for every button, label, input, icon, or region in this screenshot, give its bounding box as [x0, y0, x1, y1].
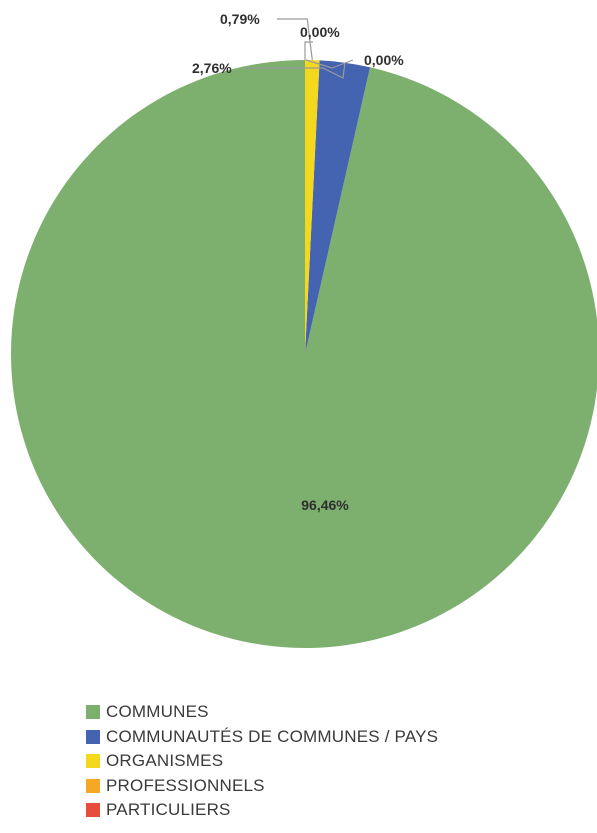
leader-line-particuliers: [305, 59, 354, 69]
legend: COMMUNES COMMUNAUTÉS DE COMMUNES / PAYS …: [86, 700, 438, 823]
legend-label-communautes: COMMUNAUTÉS DE COMMUNES / PAYS: [106, 726, 439, 746]
pie-slice-communautes-de-communes-pays: [305, 60, 371, 355]
slice-label-particuliers: 0,00%: [364, 52, 404, 68]
leader-lines: [244, 18, 354, 79]
legend-label-communes: COMMUNES: [106, 702, 209, 722]
leader-line-professionnels: [304, 41, 313, 60]
slice-labels: 96,46% 2,76% 0,79% 0,00% 0,00%: [192, 11, 404, 513]
leader-line-organismes: [277, 18, 313, 61]
slice-label-communes: 96,46%: [301, 497, 349, 513]
legend-swatch-professionnels: [86, 778, 100, 793]
legend-swatch-particuliers: [86, 803, 100, 818]
pie-chart: 96,46% 2,76% 0,79% 0,00% 0,00%: [11, 11, 597, 648]
legend-swatch-communes: [86, 705, 100, 720]
legend-item-communes: COMMUNES: [86, 700, 438, 725]
legend-item-organismes: ORGANISMES: [86, 749, 438, 774]
slice-label-organismes: 0,79%: [220, 11, 260, 27]
legend-item-professionnels: PROFESSIONNELS: [86, 774, 438, 799]
legend-swatch-communautes: [86, 729, 100, 744]
legend-swatch-organismes: [86, 754, 100, 769]
legend-item-communautes: COMMUNAUTÉS DE COMMUNES / PAYS: [86, 725, 438, 750]
pie-slices: [11, 60, 597, 648]
legend-label-particuliers: PARTICULIERS: [106, 800, 231, 820]
leader-line-communautes: [244, 62, 346, 79]
slice-label-professionnels: 0,00%: [300, 24, 340, 40]
legend-label-professionnels: PROFESSIONNELS: [106, 775, 265, 795]
pie-slice-communes: [11, 60, 597, 648]
legend-item-particuliers: PARTICULIERS: [86, 798, 438, 823]
slice-label-communautes: 2,76%: [192, 60, 232, 76]
pie-slice-organismes: [305, 60, 320, 354]
legend-label-organismes: ORGANISMES: [106, 751, 224, 771]
